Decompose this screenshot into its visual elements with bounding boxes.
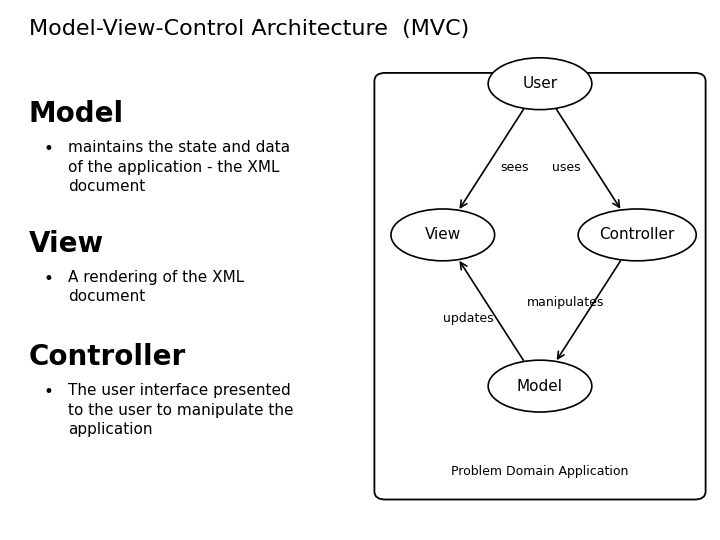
FancyArrowPatch shape (460, 110, 523, 207)
Ellipse shape (578, 209, 696, 261)
Text: Controller: Controller (29, 343, 186, 371)
Ellipse shape (488, 58, 592, 110)
FancyArrowPatch shape (460, 262, 523, 360)
Ellipse shape (488, 360, 592, 412)
Text: View: View (425, 227, 461, 242)
Text: Problem Domain Application: Problem Domain Application (451, 465, 629, 478)
Text: uses: uses (552, 161, 580, 174)
Text: •: • (43, 270, 53, 288)
FancyArrowPatch shape (557, 110, 619, 207)
Text: manipulates: manipulates (527, 296, 605, 309)
FancyBboxPatch shape (374, 73, 706, 500)
FancyArrowPatch shape (557, 261, 621, 359)
Text: User: User (523, 76, 557, 91)
Text: Model: Model (517, 379, 563, 394)
Text: A rendering of the XML
document: A rendering of the XML document (68, 270, 245, 304)
Text: Controller: Controller (600, 227, 675, 242)
Text: View: View (29, 230, 104, 258)
Text: maintains the state and data
of the application - the XML
document: maintains the state and data of the appl… (68, 140, 291, 194)
Text: The user interface presented
to the user to manipulate the
application: The user interface presented to the user… (68, 383, 294, 437)
Text: •: • (43, 140, 53, 158)
Text: Model-View-Control Architecture  (MVC): Model-View-Control Architecture (MVC) (29, 19, 469, 39)
Text: sees: sees (500, 161, 528, 174)
Ellipse shape (391, 209, 495, 261)
Text: •: • (43, 383, 53, 401)
Text: Model: Model (29, 100, 124, 128)
Text: updates: updates (444, 312, 494, 325)
